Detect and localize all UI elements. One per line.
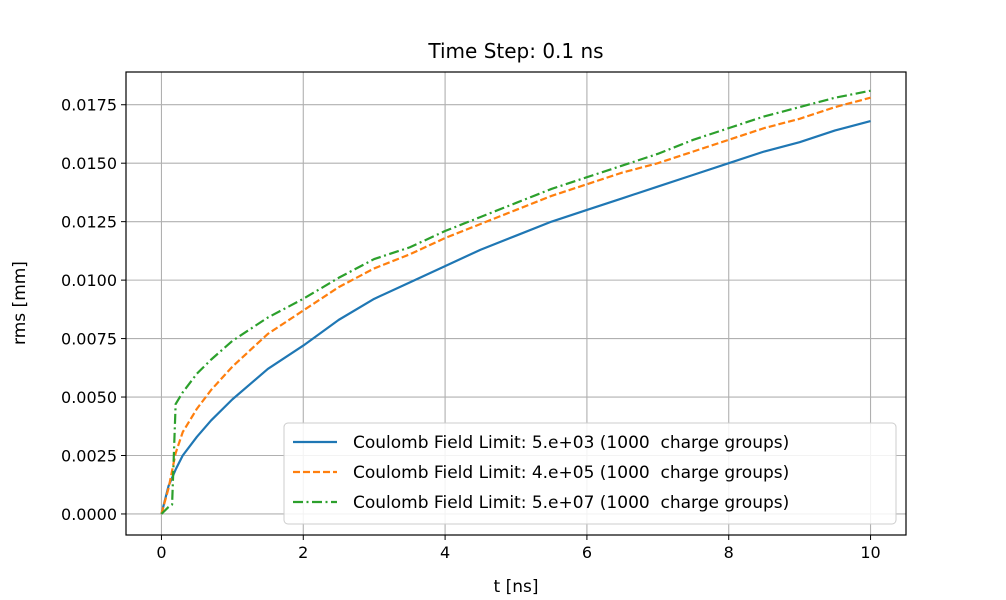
legend-frame: [283, 422, 897, 525]
x-tick-label: 6: [582, 543, 592, 562]
y-tick-label: 0.0025: [61, 446, 117, 465]
chart-title: Time Step: 0.1 ns: [427, 39, 603, 63]
tick-layer: 0 2 4 6 8 10 0.0000 0.0025 0.0050 0.0075 0.0100 0.0…: [61, 96, 881, 562]
legend: Coulomb Field Limit: 5.e+03 (1000 charge…: [283, 422, 897, 525]
x-tick-label: 4: [440, 543, 450, 562]
legend-label-2: Coulomb Field Limit: 4.e+05 (1000 charge…: [353, 463, 789, 483]
y-axis-label: rms [mm]: [10, 261, 30, 345]
y-tick-label: 0.0100: [61, 271, 117, 290]
y-tick-label: 0.0175: [61, 96, 117, 115]
grid-layer: [126, 72, 906, 535]
x-tick-label: 2: [298, 543, 308, 562]
x-tick-label: 10: [860, 543, 880, 562]
y-tick-label: 0.0125: [61, 213, 117, 232]
legend-label-3: Coulomb Field Limit: 5.e+07 (1000 charge…: [353, 493, 789, 513]
series-layer: [160, 89, 871, 515]
x-tick-label: 8: [724, 543, 734, 562]
series-line-2: [160, 96, 871, 515]
y-tick-label: 0.0000: [61, 505, 117, 524]
y-tick-label: 0.0075: [61, 330, 117, 349]
series-line-3: [160, 89, 871, 515]
legend-label-1: Coulomb Field Limit: 5.e+03 (1000 charge…: [353, 433, 789, 453]
x-axis-label: t [ns]: [494, 577, 539, 597]
plot-area: [160, 89, 871, 515]
y-tick-label: 0.0050: [61, 388, 117, 407]
y-tick-label: 0.0150: [61, 154, 117, 173]
series-line-1: [160, 120, 871, 515]
plot-frame: [125, 71, 907, 536]
x-tick-label: 0: [156, 543, 166, 562]
